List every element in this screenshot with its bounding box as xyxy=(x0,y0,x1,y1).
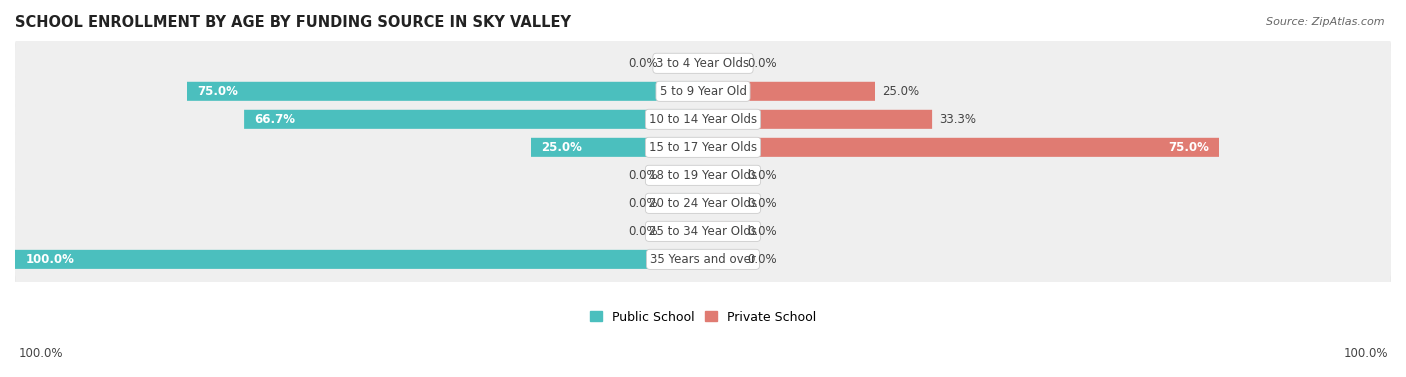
FancyBboxPatch shape xyxy=(15,149,1391,202)
FancyBboxPatch shape xyxy=(15,150,1391,203)
Text: 66.7%: 66.7% xyxy=(254,113,295,126)
Text: 0.0%: 0.0% xyxy=(628,225,658,238)
FancyBboxPatch shape xyxy=(245,110,703,129)
FancyBboxPatch shape xyxy=(15,37,1391,90)
FancyBboxPatch shape xyxy=(15,122,1391,175)
Text: 75.0%: 75.0% xyxy=(197,85,238,98)
Text: 100.0%: 100.0% xyxy=(25,253,75,266)
FancyBboxPatch shape xyxy=(703,138,1219,157)
FancyBboxPatch shape xyxy=(15,205,1391,258)
FancyBboxPatch shape xyxy=(703,222,741,241)
Text: 25 to 34 Year Olds: 25 to 34 Year Olds xyxy=(650,225,756,238)
FancyBboxPatch shape xyxy=(703,194,741,213)
Legend: Public School, Private School: Public School, Private School xyxy=(585,305,821,328)
Text: 15 to 17 Year Olds: 15 to 17 Year Olds xyxy=(650,141,756,154)
FancyBboxPatch shape xyxy=(187,82,703,101)
FancyBboxPatch shape xyxy=(15,65,1391,118)
Text: 0.0%: 0.0% xyxy=(748,225,778,238)
Text: 100.0%: 100.0% xyxy=(1343,347,1388,360)
FancyBboxPatch shape xyxy=(531,138,703,157)
Text: 0.0%: 0.0% xyxy=(748,169,778,182)
Text: 18 to 19 Year Olds: 18 to 19 Year Olds xyxy=(650,169,756,182)
FancyBboxPatch shape xyxy=(15,121,1391,174)
Text: 5 to 9 Year Old: 5 to 9 Year Old xyxy=(659,85,747,98)
Text: SCHOOL ENROLLMENT BY AGE BY FUNDING SOURCE IN SKY VALLEY: SCHOOL ENROLLMENT BY AGE BY FUNDING SOUR… xyxy=(15,15,571,30)
FancyBboxPatch shape xyxy=(15,94,1391,147)
Text: 0.0%: 0.0% xyxy=(748,57,778,70)
FancyBboxPatch shape xyxy=(15,66,1391,119)
Text: 25.0%: 25.0% xyxy=(541,141,582,154)
Text: 0.0%: 0.0% xyxy=(628,197,658,210)
Text: 10 to 14 Year Olds: 10 to 14 Year Olds xyxy=(650,113,756,126)
Text: 0.0%: 0.0% xyxy=(748,197,778,210)
FancyBboxPatch shape xyxy=(15,93,1391,146)
FancyBboxPatch shape xyxy=(665,222,703,241)
FancyBboxPatch shape xyxy=(15,38,1391,91)
Text: 0.0%: 0.0% xyxy=(748,253,778,266)
FancyBboxPatch shape xyxy=(703,82,875,101)
FancyBboxPatch shape xyxy=(15,250,703,269)
FancyBboxPatch shape xyxy=(703,54,741,73)
FancyBboxPatch shape xyxy=(15,206,1391,259)
FancyBboxPatch shape xyxy=(665,54,703,73)
Text: 25.0%: 25.0% xyxy=(882,85,920,98)
Text: 0.0%: 0.0% xyxy=(628,57,658,70)
Text: 35 Years and over: 35 Years and over xyxy=(650,253,756,266)
FancyBboxPatch shape xyxy=(703,250,741,269)
FancyBboxPatch shape xyxy=(703,166,741,185)
FancyBboxPatch shape xyxy=(15,178,1391,231)
Text: 3 to 4 Year Olds: 3 to 4 Year Olds xyxy=(657,57,749,70)
FancyBboxPatch shape xyxy=(665,166,703,185)
Text: 33.3%: 33.3% xyxy=(939,113,976,126)
Text: 20 to 24 Year Olds: 20 to 24 Year Olds xyxy=(650,197,756,210)
FancyBboxPatch shape xyxy=(15,177,1391,230)
FancyBboxPatch shape xyxy=(703,110,932,129)
Text: Source: ZipAtlas.com: Source: ZipAtlas.com xyxy=(1267,17,1385,27)
FancyBboxPatch shape xyxy=(15,234,1391,287)
FancyBboxPatch shape xyxy=(15,233,1391,286)
Text: 0.0%: 0.0% xyxy=(628,169,658,182)
Text: 75.0%: 75.0% xyxy=(1168,141,1209,154)
Text: 100.0%: 100.0% xyxy=(18,347,63,360)
FancyBboxPatch shape xyxy=(665,194,703,213)
